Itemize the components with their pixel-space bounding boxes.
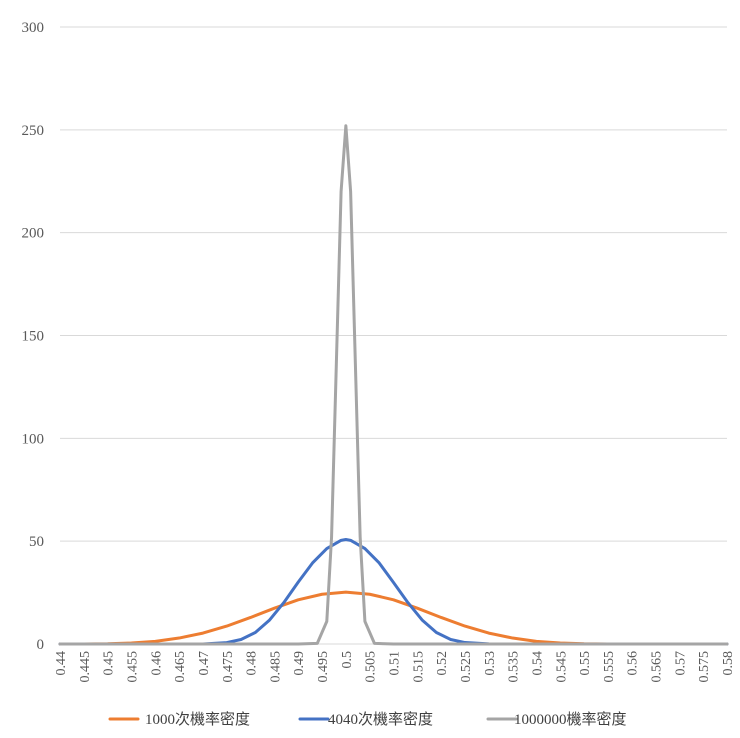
x-tick-label: 0.51 xyxy=(388,651,403,676)
legend-label-2: 1000000機率密度 xyxy=(514,711,627,728)
y-axis-ticks: 0 50 100 150 200 250 300 xyxy=(22,20,45,653)
x-tick-label: 0.545 xyxy=(554,651,569,683)
x-tick-label: 0.535 xyxy=(507,651,522,683)
x-tick-label: 0.55 xyxy=(578,651,593,676)
x-tick-label: 0.515 xyxy=(411,651,426,683)
y-tick-label: 0 xyxy=(37,637,45,653)
gridlines xyxy=(60,26,727,645)
y-tick-label: 150 xyxy=(22,329,45,345)
x-tick-label: 0.525 xyxy=(459,651,474,683)
x-tick-label: 0.58 xyxy=(721,651,736,676)
x-tick-label: 0.465 xyxy=(173,651,188,683)
x-tick-label: 0.44 xyxy=(54,651,69,676)
series-line-2 xyxy=(58,124,729,646)
x-tick-label: 0.475 xyxy=(221,651,236,683)
x-tick-label: 0.52 xyxy=(435,651,450,676)
series-line-1 xyxy=(58,538,729,646)
y-tick-label: 100 xyxy=(22,431,45,447)
x-tick-label: 0.48 xyxy=(245,651,260,676)
x-tick-label: 0.575 xyxy=(697,651,712,683)
x-tick-label: 0.46 xyxy=(149,651,164,676)
x-tick-label: 0.53 xyxy=(483,651,498,676)
legend-label-0: 1000次機率密度 xyxy=(145,711,250,728)
x-tick-label: 0.445 xyxy=(78,651,93,683)
series-lines xyxy=(58,124,729,646)
y-tick-label: 300 xyxy=(22,20,45,36)
y-tick-label: 250 xyxy=(22,123,45,139)
y-tick-label: 50 xyxy=(29,534,44,550)
y-tick-label: 200 xyxy=(22,226,45,242)
x-tick-label: 0.485 xyxy=(268,651,283,683)
legend-label-1: 4040次機率密度 xyxy=(328,711,433,728)
x-tick-label: 0.565 xyxy=(650,651,665,683)
x-tick-label: 0.495 xyxy=(316,651,331,683)
x-tick-label: 0.56 xyxy=(626,651,641,676)
x-tick-label: 0.49 xyxy=(292,651,307,676)
legend: 1000次機率密度 4040次機率密度 1000000機率密度 xyxy=(108,711,627,728)
x-tick-label: 0.5 xyxy=(340,651,355,669)
x-tick-label: 0.555 xyxy=(602,651,617,683)
x-axis-ticks: 0.44 0.445 0.45 0.455 0.46 0.465 0.47 0.475 0.48… xyxy=(54,651,736,683)
series-line-0 xyxy=(58,590,729,646)
x-tick-label: 0.47 xyxy=(197,651,212,676)
x-tick-label: 0.57 xyxy=(673,651,688,676)
x-tick-label: 0.455 xyxy=(125,651,140,683)
x-tick-label: 0.54 xyxy=(530,651,545,676)
x-tick-label: 0.505 xyxy=(364,651,379,683)
x-tick-label: 0.45 xyxy=(102,651,117,676)
